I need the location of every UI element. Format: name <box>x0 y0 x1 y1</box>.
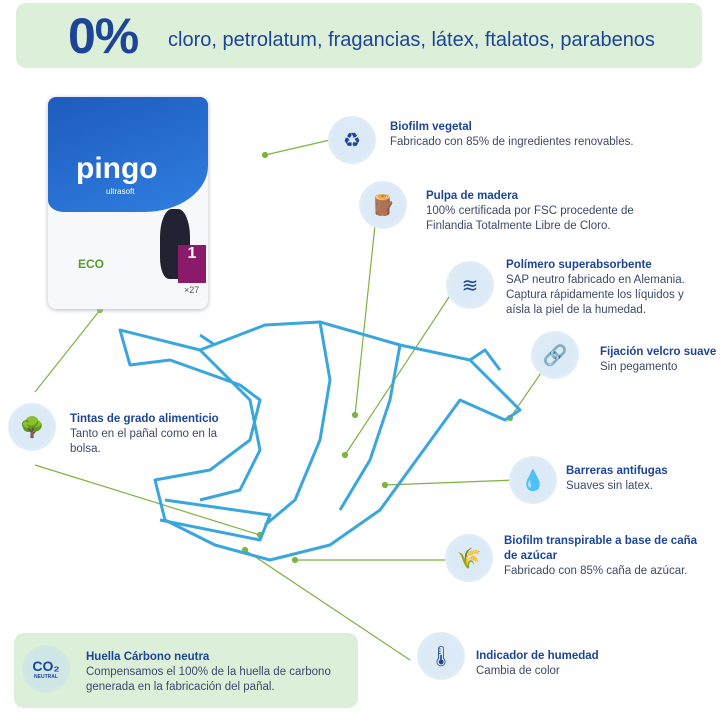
feature-fijacion: Fijación velcro suave Sin pegamento <box>600 345 716 375</box>
neutral-text: NEUTRAL <box>34 674 58 680</box>
banner-text: cloro, petrolatum, fragancias, látex, ft… <box>168 29 655 51</box>
zero-percent-banner: 0% cloro, petrolatum, fragancias, látex,… <box>16 3 702 68</box>
wood-logs-icon: 🪵 <box>359 181 407 229</box>
carbon-desc: Compensamos el 100% de la huella de carb… <box>86 666 331 678</box>
brand-sub: ultrasoft <box>106 187 135 196</box>
feature-desc: Fabricado con 85% de ingredientes renova… <box>390 136 634 148</box>
count: ×27 <box>184 285 200 295</box>
diaper-illustration <box>118 320 522 562</box>
feature-title: Polímero superabsorbente <box>506 259 652 271</box>
feature-title: Pulpa de madera <box>426 190 519 202</box>
feature-desc: 100% certificada por FSC procedente de <box>426 205 634 217</box>
sugarcane-icon: 🌾 <box>445 534 493 582</box>
feature-desc: Captura rápidamente los líquidos y <box>506 289 684 301</box>
co2-text: CO₂ <box>32 658 60 674</box>
feature-desc: SAP neutro fabricado en Alemania. <box>506 274 685 286</box>
feature-indicador: Indicador de humedad Cambia de color <box>476 649 599 679</box>
feature-desc: Sin pegamento <box>600 361 678 373</box>
feature-pulpa-madera: Pulpa de madera 100% certificada por FSC… <box>426 189 634 234</box>
feature-title-cont: de azúcar <box>504 550 558 562</box>
zero-percent: 0% <box>68 8 139 64</box>
leaf-recycle-icon: ♻ <box>328 116 376 164</box>
tree-icon: 🌳 <box>8 403 56 451</box>
feature-desc: Finlandia Totalmente Libre de Cloro. <box>426 220 611 232</box>
thermometer-drop-icon: 🌡 <box>417 632 465 680</box>
feature-desc: Suaves sin latex. <box>566 480 653 492</box>
feature-title: Indicador de humedad <box>476 650 599 662</box>
feature-biofilm-transpirable: Biofilm transpirable a base de caña de a… <box>504 534 697 579</box>
feature-desc: aísla la piel de la humedad. <box>506 304 647 316</box>
carbon-title: Huella Cárbono neutra <box>86 651 210 663</box>
carbon-text: Huella Cárbono neutra Compensamos el 100… <box>86 650 331 695</box>
feature-title: Biofilm vegetal <box>390 121 472 133</box>
water-drop-icon: 💧 <box>509 456 557 504</box>
feature-desc: Fabricado con 85% caña de azúcar. <box>504 565 688 577</box>
feature-desc: Tanto en el pañal como en la <box>70 428 218 440</box>
feature-biofilm-vegetal: Biofilm vegetal Fabricado con 85% de ing… <box>390 120 634 150</box>
feature-polimero: Polímero superabsorbente SAP neutro fabr… <box>506 258 685 318</box>
carbon-desc: generada en la fabricación del pañal. <box>86 681 275 693</box>
feature-title: Barreras antifugas <box>566 465 668 477</box>
size-number: 1 <box>187 245 197 262</box>
carbon-neutral-panel: CO₂ NEUTRAL Huella Cárbono neutra Compen… <box>14 633 358 708</box>
feature-desc: Cambia de color <box>476 665 560 677</box>
feature-title: Fijación velcro suave <box>600 346 717 358</box>
feature-barreras: Barreras antifugas Suaves sin latex. <box>566 464 668 494</box>
feature-desc: bolsa. <box>70 443 101 455</box>
feature-title: Biofilm transpirable a base de caña <box>504 535 698 547</box>
link-icon: 🔗 <box>531 331 579 379</box>
size-badge-box: 1 <box>178 245 206 283</box>
brand-logo: pingo <box>76 152 158 185</box>
absorbent-layers-icon: ≋ <box>446 261 494 309</box>
feature-title: Tintas de grado alimenticio <box>70 413 219 425</box>
co2-neutral-icon: CO₂ NEUTRAL <box>22 645 70 693</box>
feature-tintas: Tintas de grado alimenticio Tanto en el … <box>70 412 219 457</box>
eco-label: ECO <box>78 257 105 271</box>
